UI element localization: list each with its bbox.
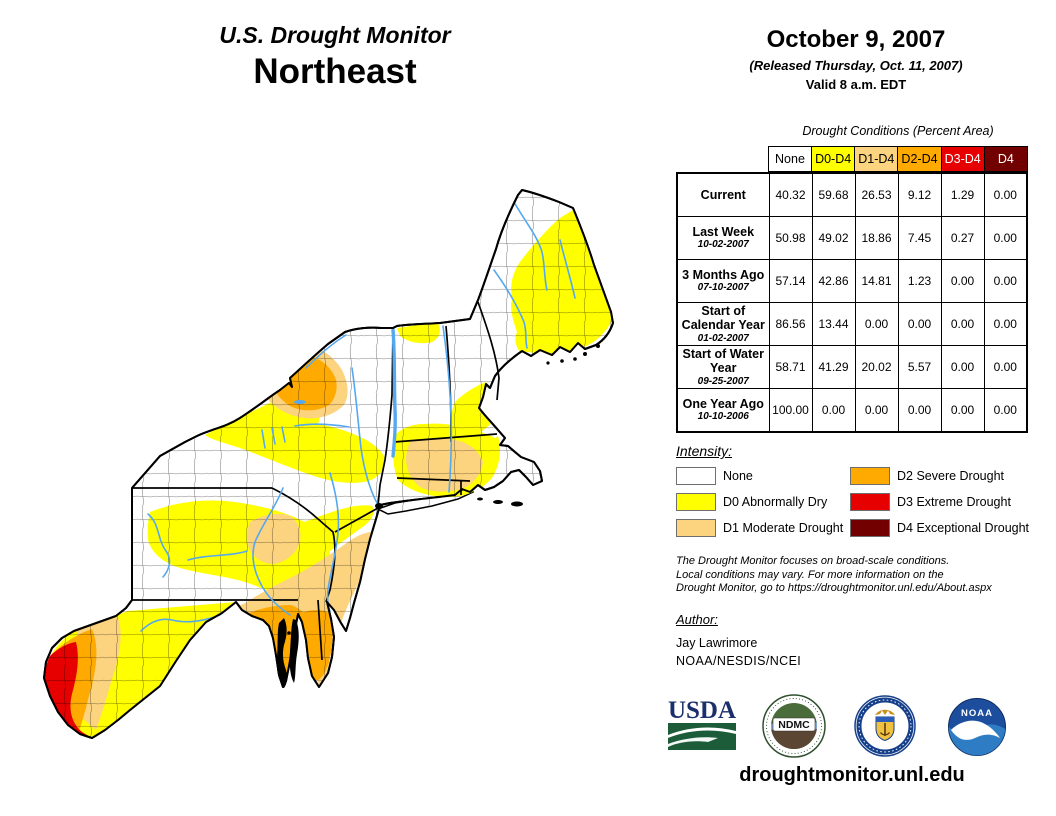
table-row: Start of Water Year 09-25-2007 58.71 41.2… <box>676 345 1028 389</box>
cell-value: 13.44 <box>811 302 856 346</box>
cell-value: 0.00 <box>854 302 899 346</box>
noaa-logo: NOAA <box>947 697 1007 762</box>
cell-value: 0.00 <box>940 259 985 303</box>
cell-value: 1.23 <box>897 259 942 303</box>
lake-champlain <box>391 328 397 458</box>
cell-value: 0.00 <box>983 302 1028 346</box>
cell-value: 0.00 <box>897 302 942 346</box>
col-header-d4: D4 <box>983 146 1029 172</box>
cell-value: 86.56 <box>768 302 813 346</box>
northeast-drought-map <box>0 140 660 800</box>
cell-value: 50.98 <box>768 216 813 260</box>
col-header-d3-d4: D3-D4 <box>940 146 985 172</box>
row-label: Last Week 10-02-2007 <box>676 216 770 260</box>
legend-swatch-none <box>676 467 716 485</box>
cell-value: 0.27 <box>940 216 985 260</box>
cell-value: 7.45 <box>897 216 942 260</box>
cell-value: 0.00 <box>940 388 985 433</box>
cell-value: 0.00 <box>983 345 1028 389</box>
report-date: October 9, 2007 <box>766 26 946 53</box>
footer-url: droughtmonitor.unl.edu <box>739 764 965 786</box>
table-row: Last Week 10-02-2007 50.98 49.02 18.86 7.… <box>676 216 1028 260</box>
col-header-d0-d4: D0-D4 <box>811 146 856 172</box>
row-label: Current <box>676 172 770 217</box>
row-label: One Year Ago 10-10-2006 <box>676 388 770 433</box>
table-row: One Year Ago 10-10-2006 100.00 0.00 0.00 … <box>676 388 1028 433</box>
rivers <box>140 201 576 632</box>
table-row: Start of Calendar Year 01-02-2007 86.56 1… <box>676 302 1028 346</box>
legend-item-d0: D0 Abnormally Dry <box>676 492 827 512</box>
cell-value: 49.02 <box>811 216 856 260</box>
cell-value: 0.00 <box>854 388 899 433</box>
usda-logo: USDA <box>666 697 738 758</box>
cell-value: 26.53 <box>854 172 899 217</box>
row-label: 3 Months Ago 07-10-2007 <box>676 259 770 303</box>
author-org: NOAA/NESDIS/NCEI <box>676 654 802 668</box>
legend-swatch-d0 <box>676 493 716 511</box>
chesapeake-bay <box>276 618 299 688</box>
legend-title: Intensity: <box>676 443 733 459</box>
date-block: October 9, 2007 (Released Thursday, Oct.… <box>690 26 1022 92</box>
row-label: Start of Calendar Year 01-02-2007 <box>676 302 770 346</box>
col-header-d2-d4: D2-D4 <box>897 146 942 172</box>
table-title: Drought Conditions (Percent Area) <box>802 124 994 138</box>
svg-text:NOAA: NOAA <box>961 708 993 719</box>
cell-value: 14.81 <box>854 259 899 303</box>
valid-time: Valid 8 a.m. EDT <box>805 77 907 92</box>
cell-value: 18.86 <box>854 216 899 260</box>
legend-swatch-d2 <box>850 467 890 485</box>
cell-value: 5.57 <box>897 345 942 389</box>
cell-value: 0.00 <box>983 172 1028 217</box>
cell-value: 57.14 <box>768 259 813 303</box>
legend-item-d1: D1 Moderate Drought <box>676 518 843 538</box>
title-line1: U.S. Drought Monitor <box>219 22 451 48</box>
author-heading: Author: <box>676 612 718 627</box>
drought-conditions-table: None D0-D4 D1-D4 D2-D4 D3-D4 D4 Current … <box>676 146 1029 433</box>
svg-text:NDMC: NDMC <box>778 719 810 731</box>
cell-value: 41.29 <box>811 345 856 389</box>
released-date: (Released Thursday, Oct. 11, 2007) <box>749 58 963 73</box>
table-row: Current 40.32 59.68 26.53 9.12 1.29 0.00 <box>676 172 1028 217</box>
legend-swatch-d3 <box>850 493 890 511</box>
legend-item-d3: D3 Extreme Drought <box>850 492 1011 512</box>
cell-value: 0.00 <box>983 259 1028 303</box>
col-header-d1-d4: D1-D4 <box>854 146 899 172</box>
svg-text:USDA: USDA <box>668 697 736 724</box>
ndmc-logo: NDMC <box>761 693 827 764</box>
cell-value: 20.02 <box>854 345 899 389</box>
table-corner-cell <box>676 147 768 172</box>
lake-oneida <box>294 400 306 404</box>
table-row: 3 Months Ago 07-10-2007 57.14 42.86 14.81… <box>676 259 1028 303</box>
title-region: Northeast <box>253 52 417 91</box>
legend-swatch-d4 <box>850 519 890 537</box>
cell-value: 0.00 <box>940 345 985 389</box>
cell-value: 59.68 <box>811 172 856 217</box>
commerce-seal-logo <box>853 694 917 763</box>
cell-value: 100.00 <box>768 388 813 433</box>
cell-value: 40.32 <box>768 172 813 217</box>
col-header-none: None <box>767 146 813 172</box>
author-name: Jay Lawrimore <box>676 636 758 650</box>
cell-value: 0.00 <box>940 302 985 346</box>
cell-value: 0.00 <box>983 216 1028 260</box>
disclaimer-text: The Drought Monitor focuses on broad-sca… <box>676 555 992 594</box>
legend-swatch-d1 <box>676 519 716 537</box>
cell-value: 0.00 <box>983 388 1028 433</box>
page-title: U.S. Drought Monitor Northeast <box>140 22 530 92</box>
cell-value: 9.12 <box>897 172 942 217</box>
cell-value: 1.29 <box>940 172 985 217</box>
legend-item-none: None <box>676 466 753 486</box>
legend-item-d4: D4 Exceptional Drought <box>850 518 1029 538</box>
cell-value: 58.71 <box>768 345 813 389</box>
cell-value: 0.00 <box>897 388 942 433</box>
legend-item-d2: D2 Severe Drought <box>850 466 1004 486</box>
table-header-row: None D0-D4 D1-D4 D2-D4 D3-D4 D4 <box>676 146 1029 172</box>
cell-value: 0.00 <box>811 388 856 433</box>
row-label: Start of Water Year 09-25-2007 <box>676 345 770 389</box>
cell-value: 42.86 <box>811 259 856 303</box>
